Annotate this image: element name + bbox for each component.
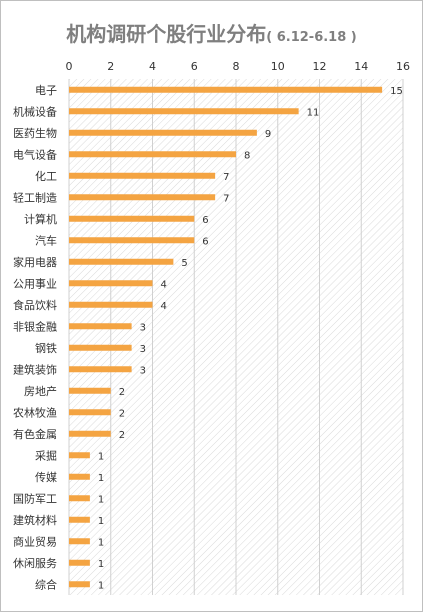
bar — [69, 129, 257, 136]
data-label: 1 — [98, 473, 104, 484]
x-tick-label: 0 — [66, 60, 73, 73]
category-label: 休闲服务 — [13, 556, 57, 570]
data-label: 4 — [161, 279, 167, 290]
bar — [69, 258, 174, 265]
data-label: 1 — [98, 580, 104, 591]
category-label: 综合 — [35, 577, 57, 591]
bar — [69, 280, 153, 287]
bar — [69, 516, 90, 523]
data-label: 3 — [140, 365, 146, 376]
data-label: 3 — [140, 322, 146, 333]
category-label: 农林牧渔 — [13, 405, 57, 419]
data-label: 11 — [307, 107, 320, 118]
category-label: 家用电器 — [13, 255, 57, 269]
data-label: 1 — [98, 559, 104, 570]
bar — [69, 452, 90, 459]
gridlines — [68, 79, 404, 595]
x-tick-label: 4 — [149, 60, 156, 73]
bar — [69, 409, 111, 416]
x-tick-label: 6 — [191, 60, 198, 73]
category-label: 国防军工 — [13, 491, 57, 505]
data-label: 15 — [390, 86, 403, 97]
data-label: 1 — [98, 494, 104, 505]
x-tick-label: 16 — [396, 60, 410, 73]
category-label: 计算机 — [24, 212, 57, 226]
bar — [69, 366, 132, 373]
chart-title-main: 机构调研个股行业分布 — [66, 22, 267, 46]
bar — [69, 581, 90, 588]
bar — [69, 387, 111, 394]
chart-title: 机构调研个股行业分布( 6.12-6.18 ) — [0, 18, 423, 47]
chart-subtitle: ( 6.12-6.18 ) — [266, 30, 357, 45]
bar — [69, 215, 195, 222]
bar — [69, 559, 90, 566]
data-label: 8 — [244, 150, 250, 161]
category-label: 医药生物 — [13, 126, 57, 140]
x-tick-label: 14 — [354, 60, 368, 73]
category-label: 商业贸易 — [13, 534, 57, 548]
category-label: 传媒 — [35, 471, 57, 484]
data-label: 3 — [140, 344, 146, 355]
category-label: 非银金融 — [13, 319, 57, 333]
data-label: 6 — [202, 215, 208, 226]
x-tick-label: 12 — [313, 60, 327, 73]
bar — [69, 86, 383, 93]
category-label: 电气设备 — [13, 147, 57, 161]
bar — [69, 108, 299, 115]
x-tick-label: 8 — [233, 60, 240, 73]
bar — [69, 323, 132, 330]
bar — [69, 194, 216, 201]
bar — [69, 344, 132, 351]
data-label: 4 — [161, 301, 167, 312]
bar — [69, 538, 90, 545]
data-label: 7 — [223, 193, 229, 204]
x-tick-label: 2 — [107, 60, 114, 73]
x-axis-ticks: 0 2 4 6 8 10 12 14 16 — [66, 60, 411, 73]
category-label: 汽车 — [35, 233, 57, 247]
category-labels: 电子机械设备医药生物电气设备化工轻工制造计算机汽车家用电器公用事业食品饮料非银金… — [13, 84, 57, 592]
category-label: 电子 — [35, 84, 57, 97]
category-label: 食品饮料 — [13, 298, 57, 312]
bar — [69, 237, 195, 244]
category-label: 有色金属 — [13, 427, 57, 441]
bar — [69, 430, 111, 437]
bar — [69, 495, 90, 502]
data-label: 6 — [202, 236, 208, 247]
bars — [69, 86, 383, 588]
category-label: 公用事业 — [13, 277, 57, 290]
bar — [69, 301, 153, 308]
data-label: 1 — [98, 451, 104, 462]
bar — [69, 151, 236, 158]
data-label: 2 — [119, 408, 125, 419]
data-label: 1 — [98, 537, 104, 548]
category-label: 钢铁 — [35, 342, 57, 355]
category-label: 建筑材料 — [13, 513, 57, 527]
category-label: 轻工制造 — [13, 190, 57, 204]
x-tick-label: 10 — [271, 60, 285, 73]
category-label: 采掘 — [35, 448, 57, 462]
category-label: 化工 — [35, 169, 57, 183]
category-label: 建筑装饰 — [13, 362, 57, 376]
bar — [69, 473, 90, 480]
data-label: 1 — [98, 516, 104, 527]
data-label: 2 — [119, 387, 125, 398]
category-label: 房地产 — [24, 384, 57, 398]
data-label: 9 — [265, 129, 271, 140]
category-label: 机械设备 — [13, 104, 57, 118]
data-label: 2 — [119, 430, 125, 441]
data-label: 7 — [223, 172, 229, 183]
bar — [69, 172, 216, 179]
data-label: 5 — [181, 258, 187, 269]
